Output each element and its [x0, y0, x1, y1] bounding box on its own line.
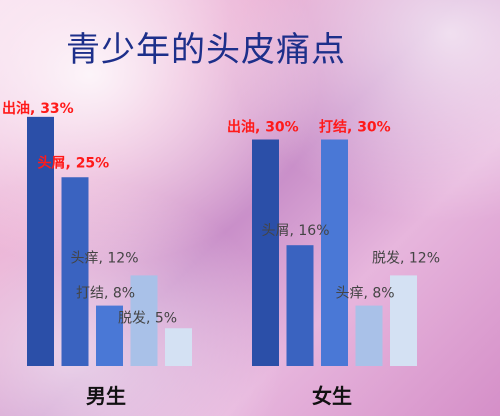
bar-male-4 — [165, 328, 192, 366]
bar-male-3 — [130, 275, 158, 366]
data-label-female-3: 头痒, 8% — [336, 286, 395, 302]
data-label-male-3: 头痒, 12% — [71, 250, 139, 266]
data-label-female-2: 打结, 30% — [319, 119, 391, 136]
bar-male-1 — [61, 177, 89, 366]
bar-male-2 — [96, 305, 123, 366]
bar-female-2 — [321, 139, 348, 366]
bar-female-4 — [390, 275, 417, 366]
data-label-female-4: 脱发, 12% — [372, 250, 440, 266]
data-label-female-0: 出油, 30% — [227, 119, 299, 136]
group-label-female: 女生 — [312, 384, 352, 408]
bar-female-1 — [286, 245, 314, 366]
data-label-male-1: 头屑, 25% — [38, 154, 110, 171]
bar-male-0 — [27, 116, 54, 366]
chart-title: 青少年的头皮痛点 — [66, 30, 346, 70]
bar-female-0 — [252, 139, 279, 366]
data-label-male-2: 打结, 8% — [76, 285, 135, 302]
data-label-female-1: 头屑, 16% — [262, 223, 330, 239]
data-label-male-0: 出油, 33% — [2, 100, 74, 117]
data-label-male-4: 脱发, 5% — [118, 310, 177, 326]
group-label-male: 男生 — [86, 384, 126, 408]
bar-female-3 — [355, 305, 383, 366]
